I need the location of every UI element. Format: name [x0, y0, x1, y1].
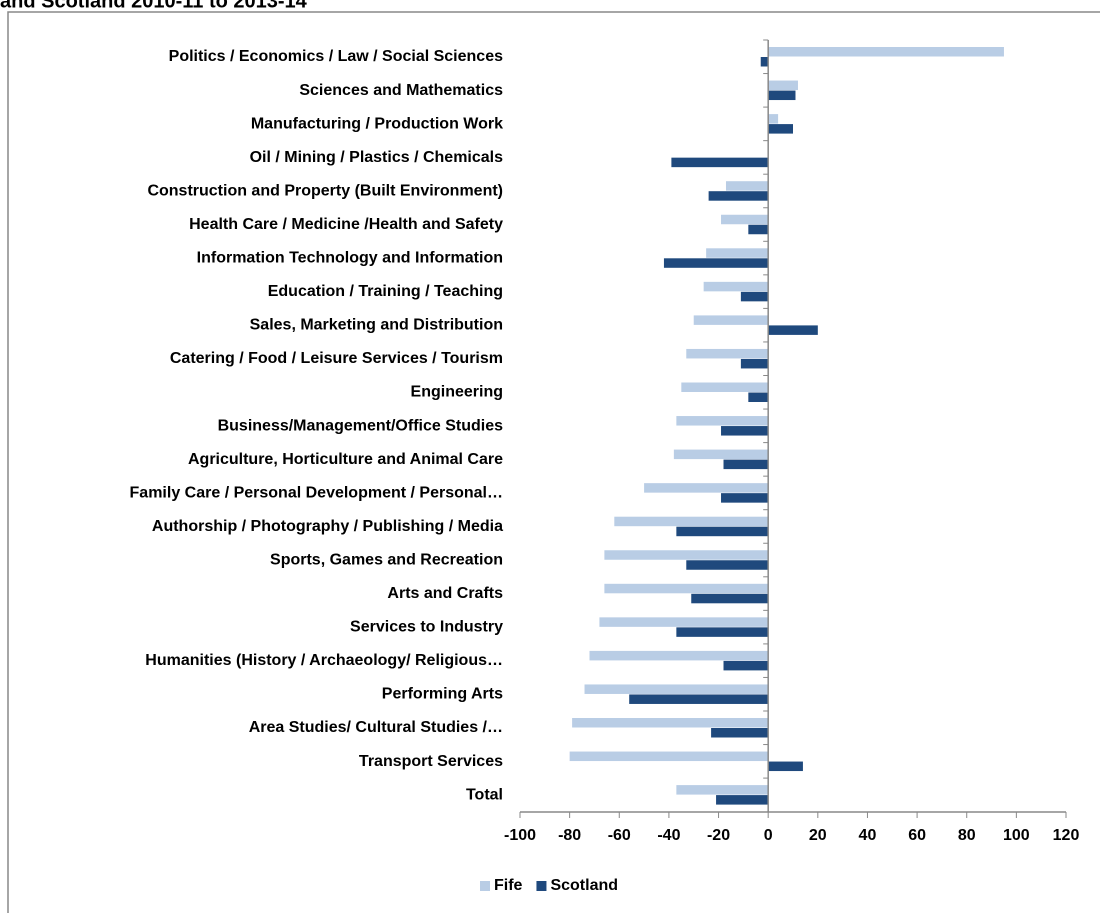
x-tick-label: 20 [809, 827, 827, 844]
bar [708, 191, 769, 201]
bar [768, 325, 818, 335]
category-label: Services to Industry [350, 619, 503, 636]
bar [676, 526, 769, 537]
category-label: Area Studies/ Cultural Studies /… [249, 719, 503, 736]
legend-swatch [536, 881, 547, 891]
category-label: Business/Management/Office Studies [218, 417, 504, 434]
x-tick-label: -100 [504, 827, 536, 844]
x-tick-label: -80 [558, 827, 581, 844]
category-label: Oil / Mining / Plastics / Chemicals [250, 149, 504, 166]
bar [572, 718, 769, 728]
bar [723, 459, 769, 470]
bar [721, 214, 769, 225]
bar [760, 57, 769, 67]
x-tick-label: 40 [859, 827, 877, 844]
bar [768, 80, 798, 91]
category-label: Manufacturing / Production Work [251, 115, 503, 132]
bar [681, 382, 769, 392]
bar [693, 315, 769, 325]
bar [614, 516, 769, 527]
bar [716, 795, 769, 805]
bar [686, 560, 769, 570]
category-label: Sports, Games and Recreation [270, 551, 503, 568]
bar [604, 583, 769, 594]
x-tick-label: 80 [958, 827, 976, 844]
category-label: Agriculture, Horticulture and Animal Car… [188, 451, 503, 468]
bar [768, 47, 1004, 57]
x-tick-label: -40 [657, 827, 680, 844]
category-label: Humanities (History / Archaeology/ Relig… [145, 652, 503, 669]
bar [703, 281, 769, 292]
category-label: Construction and Property (Built Environ… [147, 182, 503, 199]
category-label: Family Care / Personal Development / Per… [130, 484, 503, 501]
category-label: Total [466, 786, 503, 803]
x-tick-label: 100 [1003, 827, 1030, 844]
category-label: Sciences and Mathematics [299, 82, 503, 99]
bar [629, 694, 769, 704]
category-label: Health Care / Medicine /Health and Safet… [189, 216, 503, 233]
category-label: Arts and Crafts [387, 585, 503, 602]
bar [768, 114, 779, 124]
bar [569, 751, 769, 762]
bar [604, 550, 769, 560]
bar [768, 761, 803, 772]
bar [721, 426, 769, 436]
legend-swatch [480, 881, 490, 891]
category-label: Sales, Marketing and Distribution [250, 317, 503, 334]
x-tick-label: 120 [1053, 827, 1080, 844]
bar [663, 258, 769, 268]
bar [725, 181, 769, 191]
x-tick-label: -20 [707, 827, 730, 844]
bar [748, 224, 769, 235]
bar [673, 449, 769, 460]
bar [676, 627, 769, 637]
bar [686, 348, 769, 359]
chart-title: and Scotland 2010-11 to 2013-14 [0, 0, 308, 12]
bar [740, 291, 769, 302]
bar [676, 785, 769, 795]
bar [768, 90, 796, 101]
bar [706, 248, 769, 258]
category-label: Information Technology and Information [197, 250, 503, 267]
category-label: Politics / Economics / Law / Social Scie… [169, 48, 503, 65]
bar [721, 493, 769, 503]
bar [691, 593, 769, 604]
bar [723, 660, 769, 671]
bar [676, 416, 769, 426]
legend-label: Fife [494, 877, 523, 894]
bar [644, 483, 769, 493]
category-label: Transport Services [359, 753, 503, 770]
category-label: Authorship / Photography / Publishing / … [152, 518, 503, 535]
bar [589, 650, 769, 661]
bar [711, 728, 769, 738]
bar [740, 358, 769, 369]
bar [671, 157, 769, 168]
legend-label: Scotland [550, 877, 618, 894]
category-label: Education / Training / Teaching [268, 283, 503, 300]
x-tick-label: -60 [608, 827, 631, 844]
bar [584, 684, 769, 694]
bar [748, 392, 769, 402]
category-label: Engineering [411, 384, 503, 401]
category-label: Performing Arts [382, 686, 503, 703]
bar [768, 124, 793, 134]
category-label: Catering / Food / Leisure Services / Tou… [170, 350, 503, 367]
x-tick-label: 0 [764, 827, 773, 844]
x-tick-label: 60 [908, 827, 926, 844]
frame [7, 11, 1100, 913]
bar [599, 617, 769, 627]
